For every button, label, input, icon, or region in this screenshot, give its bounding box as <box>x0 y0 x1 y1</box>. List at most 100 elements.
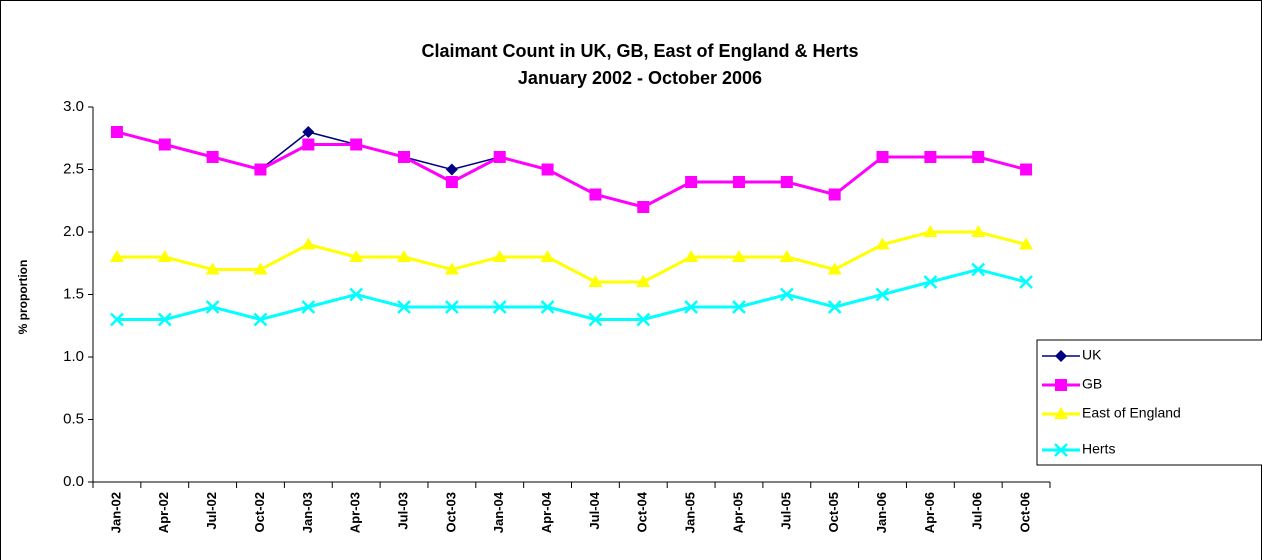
data-point <box>827 300 842 314</box>
series-line <box>116 130 1027 209</box>
y-tick-label: 0.5 <box>63 410 84 427</box>
data-point <box>110 126 123 138</box>
x-tick-label: Jul-05 <box>778 492 793 530</box>
data-point <box>397 300 411 314</box>
x-tick-label: Apr-06 <box>922 492 937 533</box>
data-point <box>444 262 459 275</box>
data-point <box>301 237 316 250</box>
x-tick-label: Jul-04 <box>587 491 602 529</box>
legend-box <box>1036 339 1262 466</box>
data-point <box>1020 163 1033 176</box>
x-tick-label: Jan-03 <box>300 492 315 533</box>
data-point <box>685 176 698 188</box>
y-tick-label: 2.0 <box>63 223 84 240</box>
data-point <box>1019 275 1033 289</box>
y-tick-label: 1.5 <box>63 285 84 302</box>
x-tick-label: Apr-02 <box>156 492 171 533</box>
data-point <box>398 151 411 163</box>
x-tick-label: Oct-04 <box>635 491 650 532</box>
data-point <box>875 237 890 250</box>
data-point <box>971 225 986 237</box>
x-tick-label: Jul-02 <box>204 492 219 530</box>
x-tick-label: Oct-02 <box>252 492 267 532</box>
data-point <box>254 163 267 176</box>
legend-marker <box>1055 350 1067 362</box>
data-point <box>636 312 651 327</box>
legend-marker <box>1054 443 1068 457</box>
data-point <box>445 176 458 188</box>
legend-label: GB <box>1082 376 1102 392</box>
chart-title: Claimant Count in UK, GB, East of Englan… <box>421 41 858 61</box>
x-tick-label: Jan-04 <box>491 491 506 533</box>
data-point <box>492 300 507 314</box>
x-tick-label: Oct-06 <box>1018 492 1033 532</box>
data-point <box>779 250 794 262</box>
data-point <box>253 312 268 327</box>
data-point <box>972 151 985 163</box>
data-point <box>492 250 507 262</box>
x-tick-label: Oct-05 <box>826 492 841 532</box>
data-point <box>876 151 889 163</box>
series-line <box>116 267 1027 322</box>
y-axis-label: % proportion <box>16 260 30 335</box>
data-point <box>444 300 459 314</box>
y-tick-label: 3.0 <box>63 98 84 115</box>
x-tick-label: Apr-03 <box>348 492 363 533</box>
data-point <box>302 126 315 138</box>
data-point <box>684 300 699 314</box>
data-point <box>109 250 124 262</box>
x-tick-label: Jul-06 <box>970 492 985 530</box>
y-tick-label: 1.0 <box>63 348 84 365</box>
data-point <box>828 188 841 201</box>
data-point <box>924 151 937 163</box>
data-point <box>301 300 316 314</box>
data-point <box>732 176 745 188</box>
data-point <box>1019 237 1034 250</box>
x-tick-label: Jan-05 <box>683 492 698 533</box>
data-point <box>827 262 842 275</box>
data-point <box>206 151 219 163</box>
data-point <box>923 225 938 237</box>
data-point <box>923 275 938 289</box>
y-tick-label: 0.0 <box>63 473 84 490</box>
data-point <box>588 275 603 287</box>
data-point <box>157 312 172 327</box>
x-tick-label: Jan-06 <box>874 492 889 533</box>
data-point <box>875 287 890 302</box>
data-point <box>541 163 554 176</box>
data-point <box>110 312 124 327</box>
data-point <box>540 250 555 262</box>
x-tick-label: Apr-05 <box>730 492 745 533</box>
x-tick-label: Apr-04 <box>539 491 554 533</box>
data-point <box>445 163 458 176</box>
legend-marker <box>1055 379 1067 391</box>
legend-marker <box>1054 407 1068 419</box>
legend-label: UK <box>1082 347 1102 363</box>
data-point <box>636 275 651 287</box>
legend-label: East of England <box>1082 405 1181 421</box>
data-point <box>637 201 650 213</box>
data-point <box>971 262 986 277</box>
data-point <box>253 262 268 275</box>
data-point <box>684 250 699 262</box>
data-point <box>205 262 220 275</box>
data-point <box>589 188 602 201</box>
data-point <box>540 300 555 314</box>
data-point <box>779 287 794 302</box>
x-tick-label: Jan-02 <box>108 492 123 533</box>
data-point <box>302 138 315 151</box>
data-point <box>731 250 746 262</box>
series-line <box>116 230 1027 284</box>
data-point <box>732 300 746 314</box>
data-point <box>349 250 364 262</box>
x-tick-label: Jul-03 <box>395 492 410 530</box>
data-point <box>205 300 220 314</box>
chart-subtitle: January 2002 - October 2006 <box>518 68 762 88</box>
data-point <box>780 176 793 188</box>
y-tick-label: 2.5 <box>63 160 84 177</box>
data-point <box>349 287 364 302</box>
data-point <box>158 138 171 151</box>
data-point <box>588 312 603 327</box>
